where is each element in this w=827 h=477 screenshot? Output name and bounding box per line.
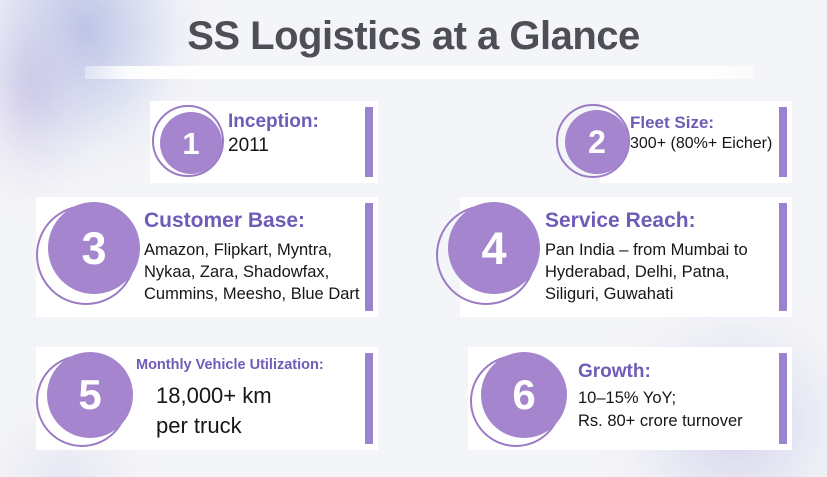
card-accent-bar bbox=[365, 107, 373, 177]
card-number-badge-4: 4 bbox=[436, 202, 544, 310]
card-body: 2011 bbox=[228, 135, 269, 156]
badge-ring-outline bbox=[152, 105, 224, 177]
card-text-group: Growth: 10–15% YoY; Rs. 80+ crore turnov… bbox=[578, 361, 743, 433]
card-text-group: Inception: 2011 bbox=[228, 111, 319, 157]
card-heading: Growth: bbox=[578, 361, 651, 382]
card-heading: Service Reach: bbox=[545, 209, 696, 232]
badge-disc: 1 bbox=[160, 112, 222, 174]
card-text-group: Monthly Vehicle Utilization: 18,000+ km … bbox=[136, 357, 324, 441]
card-body: 10–15% YoY; Rs. 80+ crore turnover bbox=[578, 389, 743, 430]
card-heading: Customer Base: bbox=[144, 209, 306, 232]
card-text-group: Customer Base: Amazon, Flipkart, Myntra,… bbox=[144, 209, 360, 305]
badge-number: 6 bbox=[512, 371, 536, 418]
card-body: Pan India – from Mumbai to Hyderabad, De… bbox=[545, 241, 748, 303]
badge-number: 2 bbox=[588, 124, 606, 160]
badge-disc: 4 bbox=[448, 202, 540, 294]
badge-disc: 2 bbox=[565, 110, 629, 174]
badge-ring-outline bbox=[556, 104, 630, 178]
card-body: 300+ (80%+ Eicher) bbox=[630, 135, 773, 152]
title-underline-band bbox=[85, 66, 755, 79]
stat-card-fleet-size: Fleet Size: 300+ (80%+ Eicher) bbox=[600, 101, 792, 183]
card-text-group: Fleet Size: 300+ (80%+ Eicher) bbox=[630, 113, 772, 153]
card-number-badge-6: 6 bbox=[470, 352, 570, 452]
card-accent-bar bbox=[365, 203, 373, 311]
card-body: Amazon, Flipkart, Myntra, Nykaa, Zara, S… bbox=[144, 241, 360, 303]
card-accent-bar bbox=[779, 353, 787, 444]
page-title: SS Logistics at a Glance bbox=[187, 14, 640, 58]
card-heading: Monthly Vehicle Utilization: bbox=[136, 357, 324, 373]
badge-disc: 5 bbox=[47, 352, 133, 438]
header: SS Logistics at a Glance bbox=[0, 8, 827, 64]
card-number-badge-2: 2 bbox=[556, 102, 636, 182]
card-accent-bar bbox=[365, 353, 373, 444]
badge-number: 1 bbox=[182, 125, 200, 161]
badge-number: 4 bbox=[481, 222, 507, 274]
badge-number: 5 bbox=[78, 371, 102, 418]
card-number-badge-3: 3 bbox=[36, 202, 144, 310]
card-number-badge-5: 5 bbox=[36, 352, 136, 452]
card-heading: Inception: bbox=[228, 111, 319, 132]
card-text-group: Service Reach: Pan India – from Mumbai t… bbox=[545, 209, 748, 305]
badge-disc: 6 bbox=[481, 352, 567, 438]
card-accent-bar bbox=[779, 203, 787, 311]
card-body: 18,000+ km per truck bbox=[156, 383, 272, 438]
card-number-badge-1: 1 bbox=[152, 104, 230, 182]
card-accent-bar bbox=[779, 107, 787, 177]
badge-disc: 3 bbox=[48, 202, 140, 294]
badge-number: 3 bbox=[81, 222, 107, 274]
card-heading: Fleet Size: bbox=[630, 113, 715, 132]
